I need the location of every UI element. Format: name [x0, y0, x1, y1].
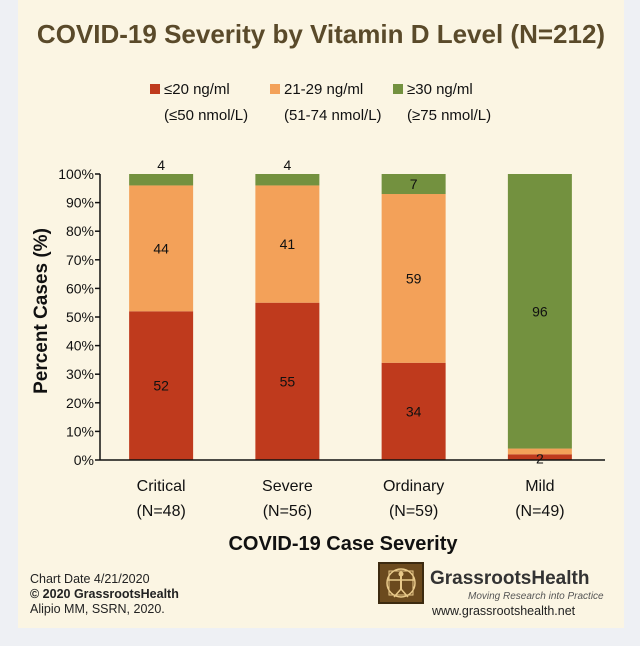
- x-tick-count-critical: (N=48): [136, 503, 185, 520]
- legend-swatch-1: [270, 84, 280, 94]
- legend: ≤20 ng/ml (≤50 nmol/L) 21-29 ng/ml (51-74 n…: [150, 81, 491, 124]
- bar-mild-series-2: [507, 174, 572, 449]
- y-tick-label-1: 10%: [66, 423, 94, 439]
- data-label-severe-0: 55: [280, 373, 296, 389]
- bar-ordinary-series-0: [381, 362, 446, 460]
- bar-mild-series-1: [507, 448, 572, 455]
- legend-label-0: ≤20 ng/ml: [164, 81, 230, 98]
- data-label-critical-1: 44: [153, 240, 169, 256]
- page-bottom-strip: [0, 628, 640, 646]
- x-tick-count-mild: (N=49): [515, 503, 564, 520]
- x-axis: Critical (N=48) Severe (N=56) Ordinary (N=59)…: [100, 459, 605, 520]
- bar-severe-series-2: [255, 174, 320, 186]
- y-tick-label-7: 70%: [66, 252, 94, 268]
- bar-severe-series-0: [255, 302, 320, 460]
- data-label-severe-2: 4: [283, 157, 291, 173]
- data-label-ordinary-0: 34: [406, 403, 422, 419]
- y-tick-label-8: 80%: [66, 223, 94, 239]
- data-label-critical-0: 52: [153, 378, 169, 394]
- legend-sublabel-0: (≤50 nmol/L): [164, 107, 248, 124]
- bar-critical-series-1: [129, 185, 194, 312]
- data-label-mild-2: 96: [532, 303, 548, 319]
- y-tick-label-5: 50%: [66, 309, 94, 325]
- bar-ordinary-series-1: [381, 194, 446, 363]
- x-tick-count-severe: (N=56): [263, 503, 312, 520]
- y-tick-label-3: 30%: [66, 366, 94, 382]
- data-label-severe-1: 41: [280, 236, 296, 252]
- data-label-mild-0: 2: [536, 450, 544, 466]
- legend-swatch-2: [393, 84, 403, 94]
- footer-credits: Chart Date 4/21/2020 © 2020 GrassrootsHe…: [30, 572, 179, 617]
- chart-title: COVID-19 Severity by Vitamin D Level (N=…: [37, 19, 605, 49]
- bar-critical-series-2: [129, 174, 194, 186]
- x-tick-label-critical: Critical: [137, 478, 186, 495]
- bar-ordinary-series-2: [381, 174, 446, 195]
- bar-critical-series-0: [129, 311, 194, 460]
- x-tick-count-ordinary: (N=59): [389, 503, 438, 520]
- x-tick-label-mild: Mild: [525, 478, 554, 495]
- legend-sublabel-1: (51-74 nmol/L): [284, 107, 382, 124]
- copyright: © 2020 GrassrootsHealth: [30, 587, 179, 601]
- y-tick-label-4: 40%: [66, 338, 94, 354]
- data-label-ordinary-1: 59: [406, 270, 422, 286]
- data-label-ordinary-2: 7: [410, 176, 418, 192]
- bar-severe-series-1: [255, 185, 320, 303]
- legend-label-2: ≥30 ng/ml: [407, 81, 473, 98]
- y-tick-label-6: 60%: [66, 280, 94, 296]
- y-tick-label-9: 90%: [66, 195, 94, 211]
- chart-date: Chart Date 4/21/2020: [30, 572, 150, 586]
- y-axis-label: Percent Cases (%): [31, 228, 52, 394]
- data-label-critical-2: 4: [157, 157, 165, 173]
- website-link[interactable]: www.grassrootshealth.net: [432, 604, 576, 618]
- bar-mild-series-0: [507, 454, 572, 460]
- legend-swatch-0: [150, 84, 160, 94]
- x-axis-label: COVID-19 Case Severity: [228, 533, 458, 555]
- y-tick-label-10: 100%: [58, 166, 94, 182]
- x-tick-label-ordinary: Ordinary: [383, 478, 444, 495]
- citation: Alipio MM, SSRN, 2020.: [30, 602, 165, 616]
- brand-name: GrassrootsHealth: [430, 568, 590, 589]
- legend-sublabel-2: (≥75 nmol/L): [407, 107, 491, 124]
- vitruvian-logo-icon: [378, 562, 424, 604]
- legend-label-1: 21-29 ng/ml: [284, 81, 363, 98]
- y-tick-label-0: 0%: [74, 452, 94, 468]
- brand-tagline: Moving Research into Practice: [468, 591, 604, 602]
- y-axis: 0% 10% 20% 30% 40% 50% 60% 70% 80% 90% 100%: [58, 166, 101, 468]
- y-tick-label-2: 20%: [66, 395, 94, 411]
- x-tick-label-severe: Severe: [262, 478, 313, 495]
